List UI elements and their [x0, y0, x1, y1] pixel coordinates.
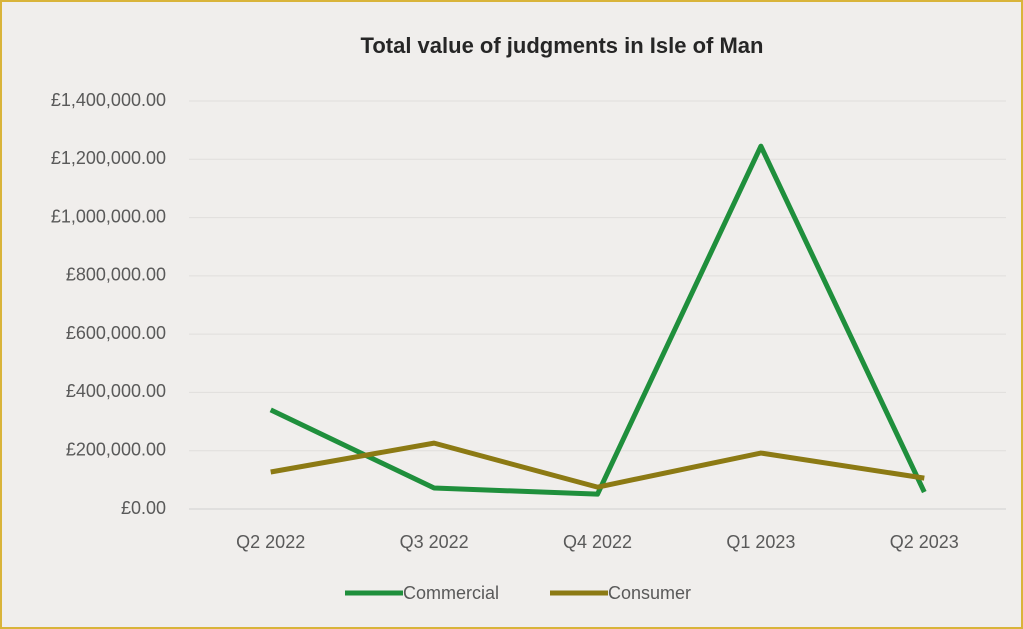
y-tick-label: £1,000,000.00	[51, 206, 166, 226]
y-tick-label: £800,000.00	[66, 265, 166, 285]
line-series	[270, 440, 925, 490]
x-tick-label: Q1 2023	[726, 532, 795, 552]
legend-label: Commercial	[403, 583, 499, 603]
x-tick-label: Q4 2022	[563, 532, 632, 552]
x-tick-label: Q2 2023	[890, 532, 959, 552]
legend-label: Consumer	[608, 583, 691, 603]
y-tick-label: £1,200,000.00	[51, 148, 166, 168]
line-series	[269, 143, 927, 497]
chart-title: Total value of judgments in Isle of Man	[361, 33, 764, 58]
y-tick-label: £200,000.00	[66, 439, 166, 459]
x-tick-label: Q3 2022	[400, 532, 469, 552]
y-tick-label: £1,400,000.00	[51, 90, 166, 110]
y-tick-label: £0.00	[121, 498, 166, 518]
y-tick-label: £600,000.00	[66, 323, 166, 343]
y-tick-label: £400,000.00	[66, 381, 166, 401]
x-tick-label: Q2 2022	[236, 532, 305, 552]
